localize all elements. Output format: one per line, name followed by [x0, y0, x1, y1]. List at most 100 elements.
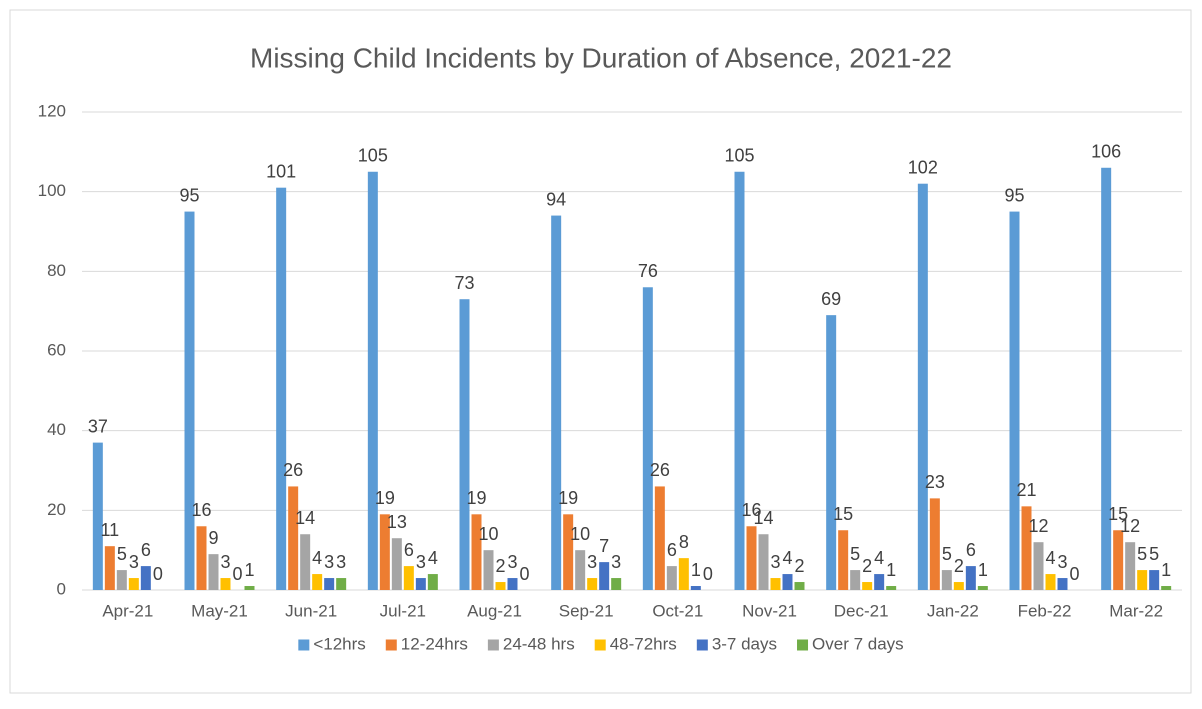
bar	[1009, 211, 1020, 591]
data-label: 3	[587, 552, 597, 572]
bar	[654, 486, 665, 590]
data-label: 1	[886, 560, 896, 580]
data-label: 1	[978, 560, 988, 580]
data-label: 10	[478, 524, 498, 544]
bar	[459, 299, 470, 590]
data-label: 3	[611, 552, 621, 572]
bar	[403, 566, 414, 590]
data-label: 4	[428, 548, 438, 568]
y-tick-label: 60	[47, 340, 66, 359]
bar	[104, 546, 115, 590]
legend-swatch	[385, 639, 397, 651]
bar	[1137, 570, 1148, 590]
bar	[415, 578, 426, 590]
data-label: 15	[833, 504, 853, 524]
data-label: 94	[546, 189, 566, 209]
data-label: 102	[908, 157, 938, 177]
bar	[782, 574, 793, 590]
data-label: 2	[954, 556, 964, 576]
y-tick-label: 40	[47, 420, 66, 439]
bar	[953, 582, 964, 590]
data-label: 69	[821, 289, 841, 309]
bar	[874, 574, 885, 590]
data-label: 95	[1004, 185, 1024, 205]
bar	[929, 498, 940, 590]
bar	[391, 538, 402, 590]
bar	[276, 187, 287, 590]
legend-label: <12hrs	[313, 634, 365, 653]
legend-label: Over 7 days	[812, 634, 904, 653]
x-tick-label: Feb-22	[1018, 601, 1072, 620]
bar	[838, 530, 849, 590]
data-label: 1	[691, 560, 701, 580]
bar	[862, 582, 873, 590]
bar	[886, 586, 897, 590]
x-tick-label: Dec-21	[834, 601, 889, 620]
data-label: 106	[1091, 142, 1121, 162]
legend-label: 3-7 days	[712, 634, 777, 653]
bar	[196, 526, 207, 590]
data-label: 2	[862, 556, 872, 576]
y-tick-label: 80	[47, 261, 66, 280]
data-label: 4	[1045, 548, 1055, 568]
x-tick-label: Jan-22	[927, 601, 979, 620]
bar	[611, 578, 622, 590]
bar	[965, 566, 976, 590]
bar	[495, 582, 506, 590]
bar	[1021, 506, 1032, 590]
bar	[427, 574, 438, 590]
data-label: 5	[1137, 544, 1147, 564]
data-label: 7	[599, 536, 609, 556]
data-label: 5	[117, 544, 127, 564]
y-tick-label: 120	[38, 101, 66, 120]
bar	[324, 578, 335, 590]
bar	[208, 554, 219, 590]
data-label: 6	[404, 540, 414, 560]
x-tick-label: Sep-21	[559, 601, 614, 620]
bar	[770, 578, 781, 590]
bar	[300, 534, 311, 590]
bar	[1161, 586, 1172, 590]
legend-swatch	[797, 639, 809, 651]
bar	[1125, 542, 1136, 590]
bar	[575, 550, 586, 590]
data-label: 12	[1028, 516, 1048, 536]
data-label: 3	[324, 552, 334, 572]
data-label: 3	[336, 552, 346, 572]
legend-label: 12-24hrs	[401, 634, 468, 653]
data-label: 19	[558, 488, 578, 508]
data-label: 3	[129, 552, 139, 572]
bar	[1057, 578, 1068, 590]
bar	[1101, 167, 1112, 590]
y-tick-label: 0	[57, 579, 66, 598]
x-tick-label: Aug-21	[467, 601, 522, 620]
data-label: 95	[179, 185, 199, 205]
data-label: 3	[220, 552, 230, 572]
bar	[116, 570, 127, 590]
bar	[794, 582, 805, 590]
data-label: 73	[454, 273, 474, 293]
data-label: 15	[1108, 504, 1128, 524]
bar	[599, 562, 610, 590]
x-tick-label: Mar-22	[1109, 601, 1163, 620]
y-tick-label: 100	[38, 181, 66, 200]
legend-swatch	[594, 639, 606, 651]
data-label: 10	[570, 524, 590, 544]
legend-label: 48-72hrs	[610, 634, 677, 653]
data-label: 1	[1161, 560, 1171, 580]
bar	[941, 570, 952, 590]
data-label: 0	[1069, 564, 1079, 584]
bar	[1113, 530, 1124, 590]
bar	[244, 586, 255, 590]
bar	[288, 486, 299, 590]
y-tick-label: 20	[47, 500, 66, 519]
data-label: 16	[741, 500, 761, 520]
bar	[1045, 574, 1056, 590]
legend-swatch	[298, 639, 310, 651]
bar	[977, 586, 988, 590]
bar	[734, 171, 745, 590]
bar	[666, 566, 677, 590]
bar	[678, 558, 689, 590]
bar	[483, 550, 494, 590]
